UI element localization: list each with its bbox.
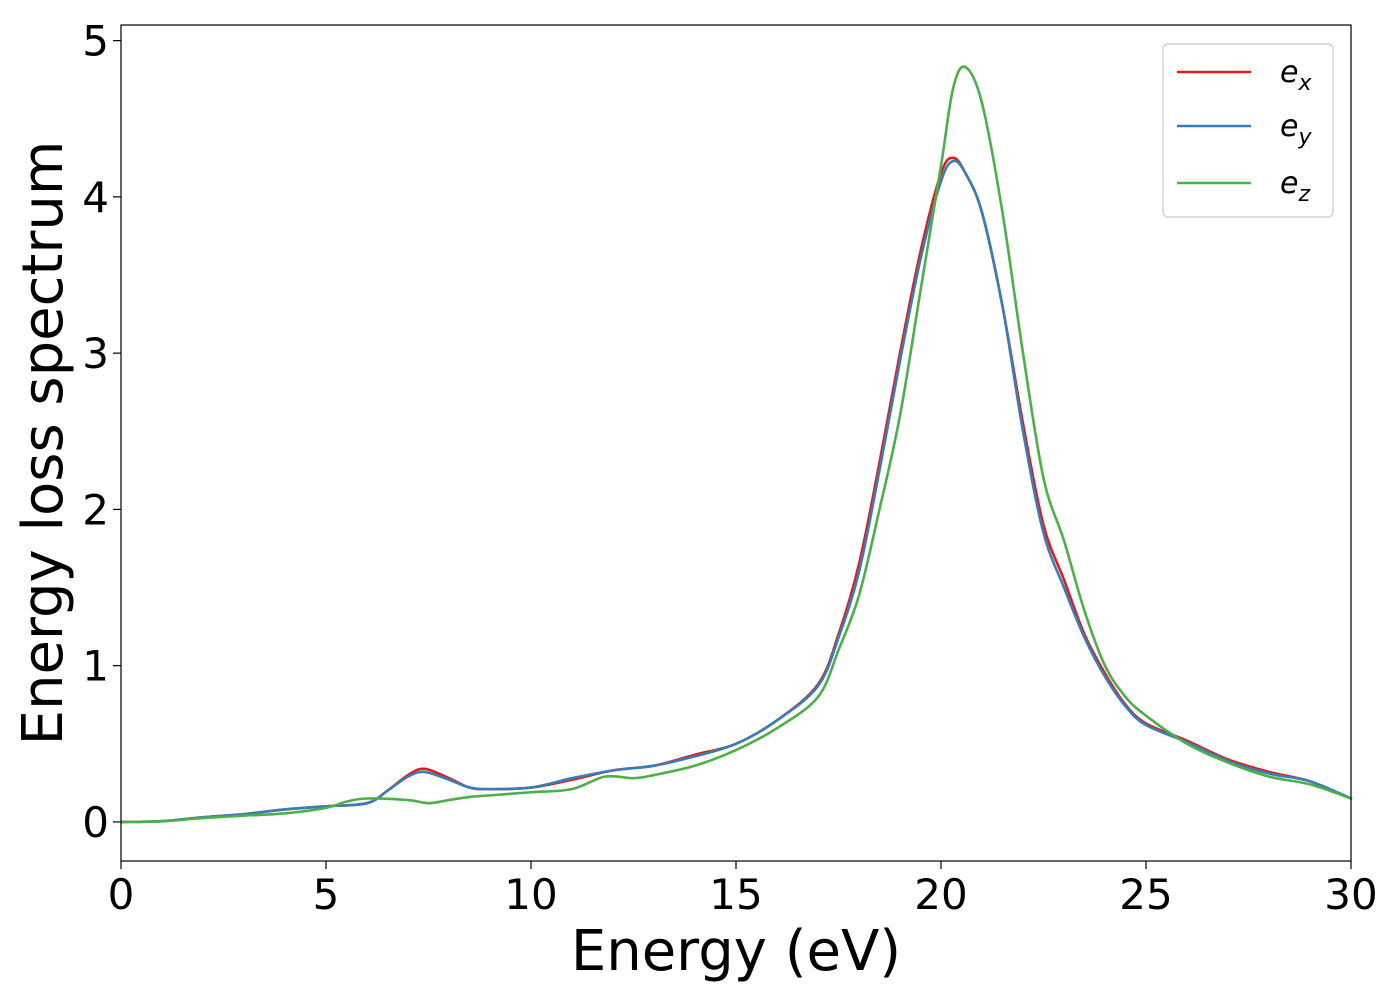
legend-label-main: e (1280, 166, 1298, 201)
legend-label-main: e (1280, 109, 1298, 144)
x-axis-ticks: 0 5 10 15 20 25 30 (108, 861, 1378, 919)
legend-label-ex: ex (1280, 55, 1312, 96)
y-tick-label: 3 (82, 329, 109, 378)
y-tick-label: 0 (82, 798, 109, 847)
y-tick-label: 2 (82, 485, 109, 534)
series-layer (119, 65, 1353, 824)
x-tick-label: 15 (709, 870, 762, 919)
y-tick-label: 4 (82, 173, 109, 222)
y-tick-label: 1 (82, 642, 109, 691)
y-axis-title: Energy loss spectrum (11, 141, 76, 746)
legend-label-ey: ey (1280, 109, 1312, 150)
legend-box (1162, 43, 1334, 218)
x-tick-label: 0 (108, 870, 135, 919)
legend-label-ez: ez (1280, 166, 1310, 207)
y-axis-ticks: 0 1 2 3 4 5 (82, 17, 121, 847)
legend-label-subscript: x (1297, 71, 1312, 96)
legend-label-subscript: y (1297, 125, 1312, 150)
legend-label-subscript: z (1297, 182, 1310, 207)
series-line-ex (119, 156, 1353, 824)
series-line-ez (119, 65, 1353, 824)
x-tick-label: 30 (1324, 870, 1377, 919)
legend-label-main: e (1280, 55, 1298, 90)
plot-area-frame (120, 24, 1352, 862)
x-axis-title: Energy (eV) (571, 919, 901, 984)
series-line-ey (119, 159, 1353, 824)
x-tick-label: 20 (914, 870, 967, 919)
x-tick-label: 25 (1119, 870, 1172, 919)
x-tick-label: 10 (504, 870, 557, 919)
x-tick-label: 5 (313, 870, 340, 919)
y-tick-label: 5 (82, 17, 109, 66)
